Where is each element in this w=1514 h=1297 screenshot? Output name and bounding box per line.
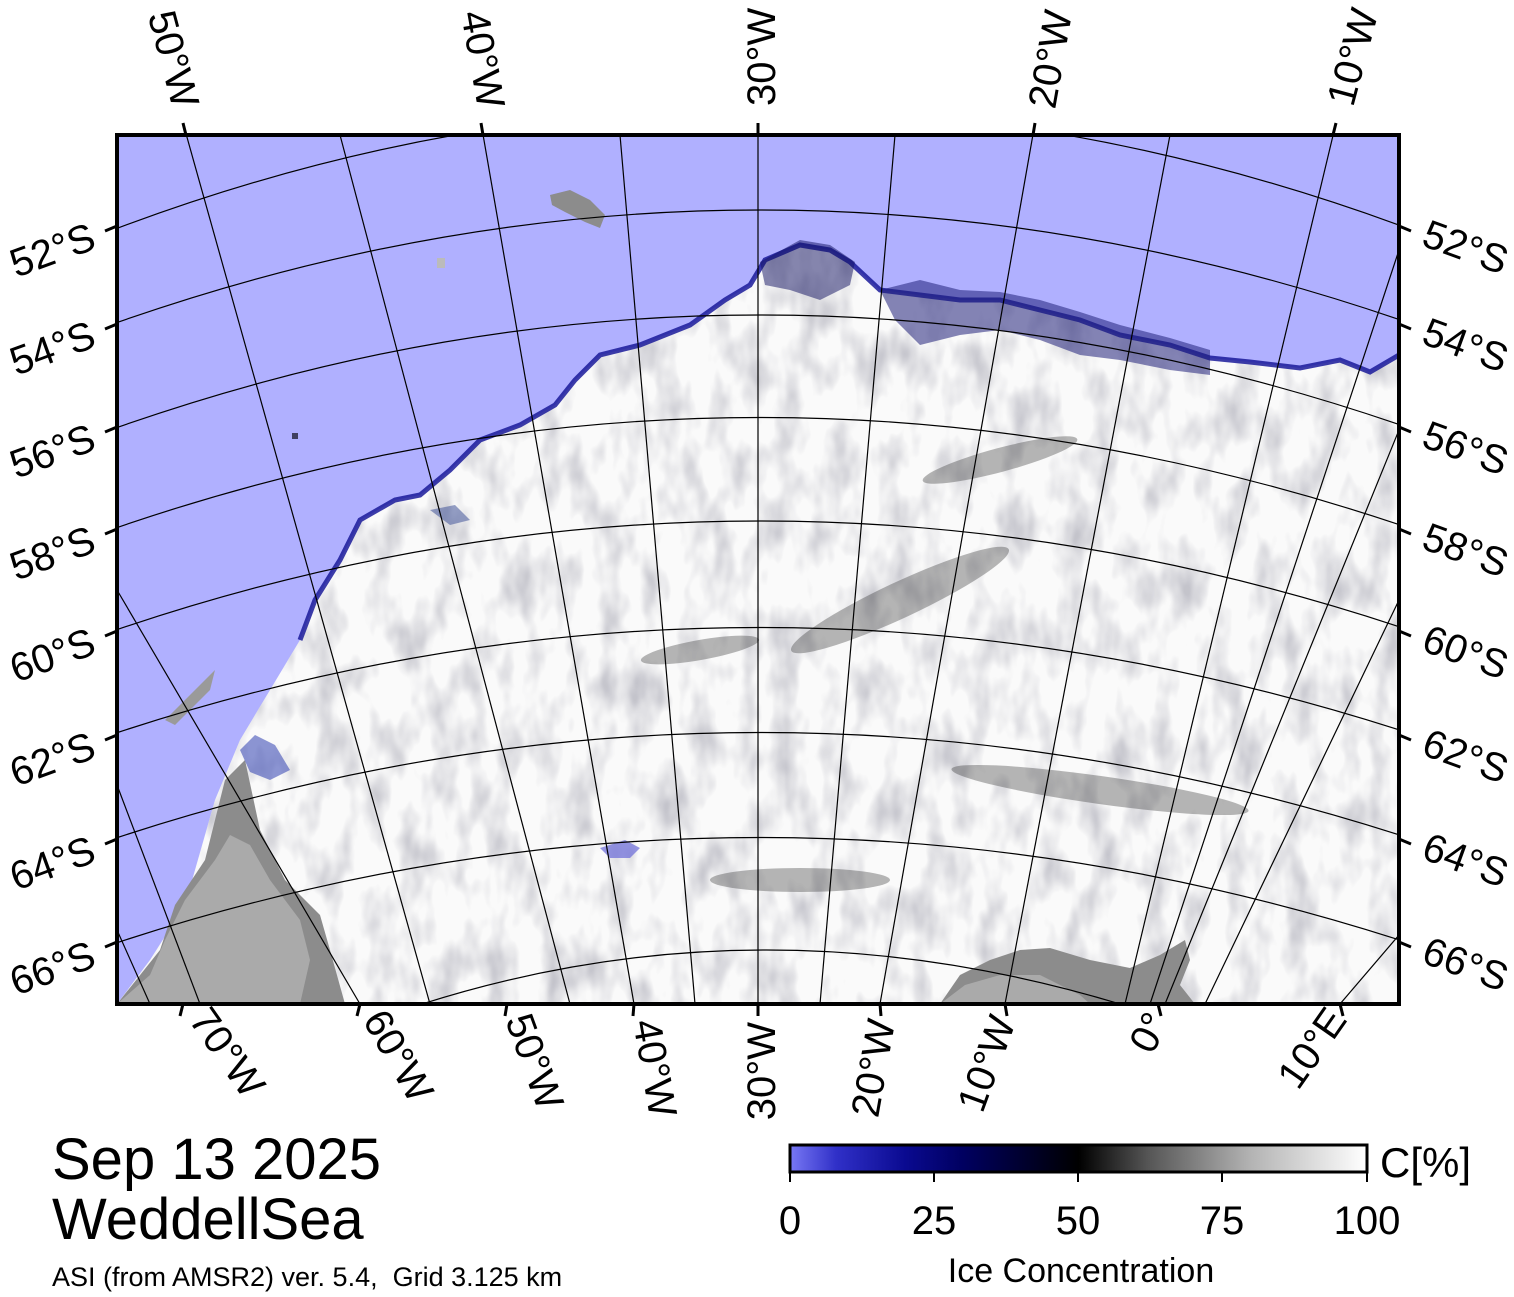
south-orkney-ice [430,505,470,525]
bottom-lon-label: 40°W [624,1016,684,1121]
data-source: ASI (from AMSR2) ver. 5.4, Grid 3.125 km [52,1262,563,1292]
antarctic-ice-shelf [940,975,1090,1004]
meridian-50w [339,135,571,1004]
right-lat-label: 66°S [1417,929,1514,1000]
right-lat-label: 58°S [1417,515,1514,586]
top-lon-label: 20°W [1021,7,1081,112]
colorbar-tick-label: 0 [779,1199,801,1243]
left-lat-label: 54°S [4,313,101,384]
bottom-lon-label: 30°W [740,1022,784,1120]
bottom-lon-label: 10°W [950,1010,1025,1118]
shag-rocks [437,258,445,268]
meridian-90w [117,929,151,1004]
map-region: WeddellSea [52,1187,364,1252]
left-lat-label: 56°S [4,416,101,487]
left-lat-label: 58°S [4,518,101,589]
meridian-25w [819,135,896,1004]
bottom-lon-label: 60°W [354,1003,441,1110]
parallel-64s [117,731,1399,839]
parallel-68s [420,949,1123,1004]
left-lat-label: 66°S [4,933,101,1004]
left-lat-label: 64°S [4,828,101,899]
parallel-56s [117,314,1399,429]
meridian-10e [1164,429,1399,1004]
meridian-5e [1149,249,1399,1004]
colorbar-tick-label: 75 [1200,1199,1245,1243]
bottom-lon-label: 70°W [181,1000,274,1106]
right-latitude-labels: 52°S 54°S 56°S 58°S 60°S 62°S 64°S 66°S [1417,212,1514,1000]
bottom-longitude-labels: 70°W 60°W 50°W 40°W 30°W 20°W 10°W 0° 10… [181,1000,1356,1121]
top-lon-label: 50°W [139,6,207,113]
parallel-58s [117,416,1399,529]
map-area [117,135,1399,1004]
meridian-40w [482,135,635,1004]
colorbar-unit: C[%] [1380,1139,1471,1186]
bottom-lon-label: 0° [1121,1006,1178,1060]
polynya [600,840,640,858]
colorbar-tick-label: 50 [1056,1199,1101,1243]
antarctic-peninsula-ice [117,835,310,1004]
meridian-30e [1339,934,1399,1004]
peninsula-ice-shelf [240,735,290,780]
top-lon-label: 30°W [740,8,784,106]
meridian-80w [117,784,201,1004]
meridian-20e [1204,599,1399,1004]
meridian-35w [619,135,696,1004]
parallel-62s [117,626,1399,734]
right-lat-label: 54°S [1417,310,1514,381]
marginal-ice-zone [760,240,855,300]
right-lat-label: 64°S [1417,825,1514,896]
parallel-66s [117,836,1399,944]
meridian-70w [117,589,361,1004]
colorbar-title: Ice Concentration [948,1252,1215,1290]
frame-ticks [104,122,1412,1017]
left-latitude-labels: 52°S 54°S 56°S 58°S 60°S 62°S 64°S 66°S [4,215,101,1004]
meridian-20w [879,135,1034,1004]
meridian-60w [185,135,431,1004]
colorbar-tick-marks [789,1172,1368,1182]
left-lat-label: 52°S [4,215,101,286]
right-lat-label: 62°S [1417,721,1514,792]
map-date: Sep 13 2025 [52,1127,381,1192]
meridian-10w [1004,135,1171,1004]
meridian-0 [1124,135,1334,1004]
bottom-lon-label: 20°W [843,1016,903,1121]
top-lon-label: 10°W [1319,4,1387,111]
south-georgia-island [550,190,605,228]
bottom-lon-label: 50°W [497,1008,572,1116]
small-island [292,433,298,439]
top-longitude-labels: 50°W 40°W 30°W 20°W 10°W [139,4,1387,113]
right-lat-label: 60°S [1417,617,1514,688]
parallel-54s [117,209,1399,324]
peninsula-tip [165,670,215,725]
right-lat-label: 56°S [1417,413,1514,484]
ice-streaks [640,436,1249,892]
right-lat-label: 52°S [1417,212,1514,283]
top-lon-label: 40°W [452,7,512,112]
colorbar-tick-label: 25 [912,1199,957,1243]
parallel-60s [117,520,1399,631]
colorbar-gradient [788,1143,1369,1174]
colorbar-tick-label: 100 [1334,1199,1401,1243]
left-lat-label: 62°S [4,724,101,795]
parallel-52s [117,135,1399,230]
graticule [117,135,1399,1004]
left-lat-label: 60°S [4,620,101,691]
colorbar: 0 25 50 75 100 C[%] Ice Concentration [779,1139,1471,1290]
